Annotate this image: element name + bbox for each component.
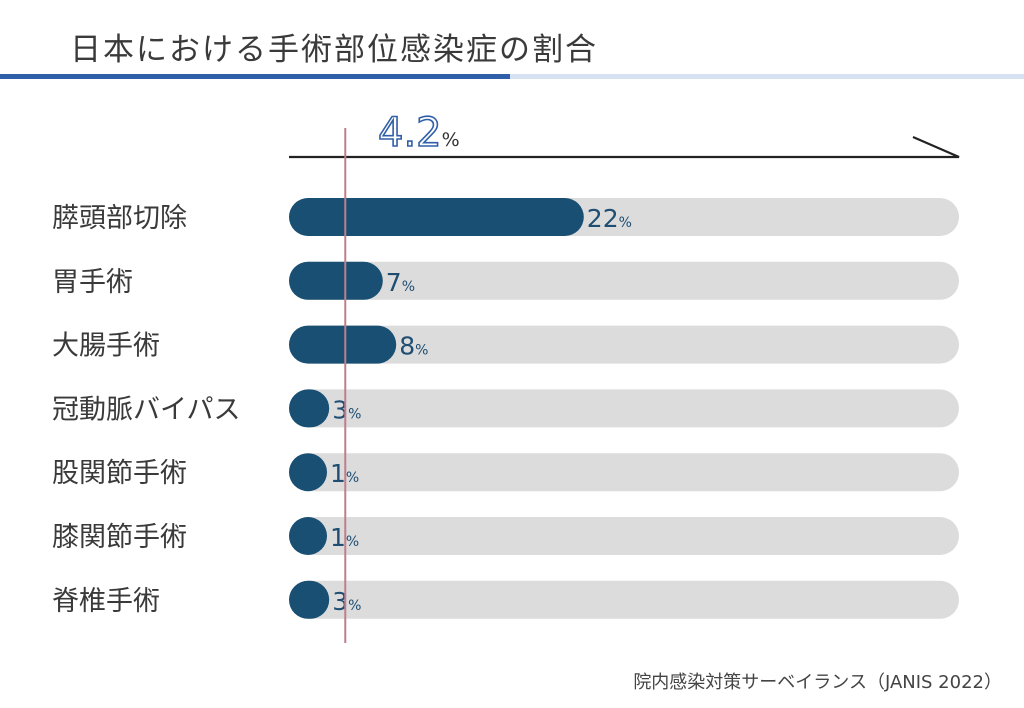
bar	[289, 580, 330, 619]
category-label: 大腸手術	[52, 331, 160, 362]
bar-track	[289, 389, 959, 428]
bar-track	[289, 261, 959, 300]
bar	[289, 325, 397, 364]
bar	[289, 389, 330, 428]
value-unit: %	[348, 598, 361, 614]
value-number: 7	[386, 268, 402, 297]
category-label: 股関節手術	[52, 458, 187, 489]
value-number: 8	[399, 332, 415, 361]
reference-unit: %	[442, 129, 460, 151]
value-number: 22	[587, 204, 619, 233]
value-label: 1%	[330, 523, 359, 552]
value-label: 3%	[332, 587, 361, 616]
bar-track	[289, 580, 959, 619]
bar-track	[289, 325, 959, 364]
title-underline	[0, 74, 1024, 79]
bar	[289, 453, 327, 492]
bar	[289, 517, 327, 555]
value-label: 1%	[330, 459, 359, 488]
value-number: 1	[330, 459, 346, 488]
bar	[289, 198, 584, 236]
category-label: 冠動脈バイパス	[52, 394, 240, 425]
value-unit: %	[402, 279, 415, 295]
value-label: 8%	[399, 332, 428, 361]
category-label: 胃手術	[52, 267, 133, 298]
value-number: 1	[330, 523, 346, 552]
value-unit: %	[415, 343, 428, 359]
value-label: 3%	[332, 395, 361, 424]
title-underline-dark	[0, 74, 510, 79]
category-label: 脊椎手術	[52, 586, 160, 617]
page-title: 日本における手術部位感染症の割合	[70, 32, 598, 68]
value-label: 7%	[386, 268, 415, 297]
bar	[289, 261, 383, 300]
value-unit: %	[346, 534, 359, 550]
axis-arrow	[289, 135, 960, 159]
bar-track	[289, 453, 959, 492]
source-note: 院内感染対策サーベイランス（JANIS 2022）	[633, 672, 1002, 693]
value-label: 22%	[587, 204, 632, 233]
bar-track	[289, 517, 959, 555]
category-label: 膝関節手術	[52, 522, 187, 553]
reference-value: 4.2	[378, 110, 442, 156]
category-label: 膵頭部切除	[52, 203, 187, 234]
value-unit: %	[619, 215, 632, 231]
value-number: 3	[332, 395, 348, 424]
value-number: 3	[332, 587, 348, 616]
value-unit: %	[348, 406, 361, 422]
reference-label: 4.2%	[378, 110, 460, 156]
title-underline-light	[510, 74, 1024, 79]
value-unit: %	[346, 470, 359, 486]
